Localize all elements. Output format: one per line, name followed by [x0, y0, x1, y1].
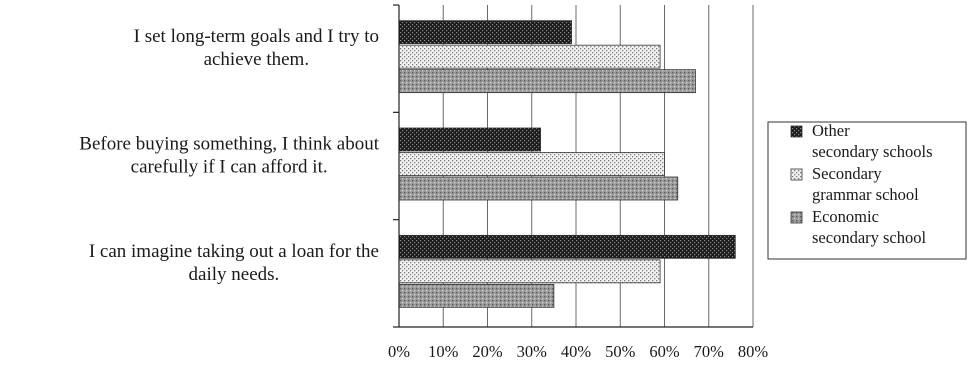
x-tick-label: 20%	[472, 342, 503, 361]
axes	[393, 4, 753, 328]
category-labels: I set long-term goals and I try toachiev…	[79, 26, 379, 285]
legend-label: Economic	[812, 207, 879, 226]
x-tick-labels: 0% 10% 20% 30% 40% 50% 60% 70% 80%	[388, 342, 768, 361]
legend-label: secondary schools	[812, 142, 933, 161]
legend-label: Other	[812, 121, 850, 140]
legend-swatch	[790, 168, 803, 181]
bar	[398, 152, 665, 176]
category-label: daily needs.	[189, 264, 280, 285]
x-tick-label: 60%	[649, 342, 680, 361]
legend-swatch	[790, 125, 803, 138]
x-tick-label: 10%	[428, 342, 459, 361]
category-label: achieve them.	[204, 49, 310, 70]
bars	[398, 20, 736, 308]
x-tick-label: 0%	[388, 342, 410, 361]
legend: Other secondary schools Secondary grammar s…	[767, 121, 967, 260]
legend-label: secondary school	[812, 228, 927, 247]
bar	[398, 127, 542, 152]
x-tick-label: 40%	[561, 342, 592, 361]
x-tick-label: 50%	[605, 342, 636, 361]
category-label: Before buying something, I think about	[79, 134, 379, 155]
legend-label: grammar school	[812, 185, 919, 204]
bar	[398, 20, 572, 45]
bar	[398, 69, 696, 94]
legend-swatch	[790, 211, 803, 224]
x-tick-label: 30%	[517, 342, 548, 361]
x-tick-label: 80%	[738, 342, 769, 361]
x-tick-label: 70%	[694, 342, 725, 361]
bar	[398, 234, 736, 259]
category-label: I set long-term goals and I try to	[134, 26, 379, 47]
bar	[398, 176, 679, 201]
bar	[398, 259, 661, 284]
legend-label: Secondary	[812, 164, 882, 183]
bar	[398, 283, 555, 308]
bar	[398, 44, 661, 69]
category-label: I can imagine taking out a loan for the	[89, 241, 379, 262]
legend-box	[767, 121, 967, 260]
category-label: carefully if I can afford it.	[131, 157, 328, 178]
